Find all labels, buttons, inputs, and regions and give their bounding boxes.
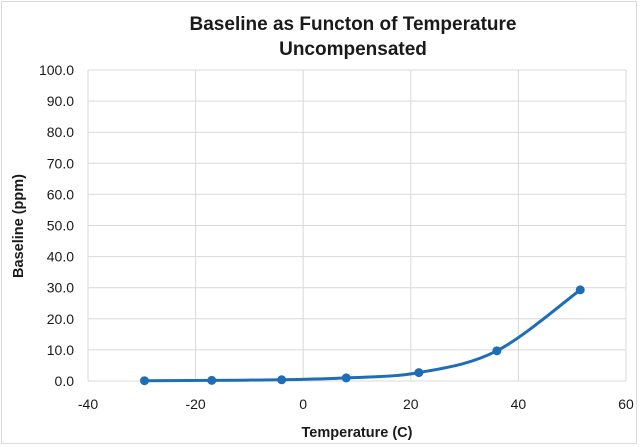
x-tick-label: -20	[185, 396, 205, 412]
x-tick-labels: -40 -20 0 20 40 60	[78, 396, 634, 412]
y-tick-label: 100.0	[39, 62, 74, 78]
data-point	[492, 346, 502, 356]
x-tick-label: 60	[618, 396, 634, 412]
data-point	[207, 375, 217, 385]
data-point	[277, 375, 287, 385]
y-axis-label: Baseline (ppm)	[11, 174, 27, 278]
x-tick-label: 40	[511, 396, 527, 412]
y-tick-label: 90.0	[47, 93, 74, 109]
data-point	[139, 376, 149, 386]
y-tick-label: 30.0	[47, 280, 74, 296]
y-tick-label: 50.0	[47, 218, 74, 234]
y-tick-label: 10.0	[47, 342, 74, 358]
y-tick-label: 70.0	[47, 155, 74, 171]
data-point	[341, 373, 351, 383]
chart-title-line-1: Baseline as Functon of Temperature	[190, 14, 517, 35]
data-point	[414, 368, 424, 378]
x-tick-label: -40	[78, 396, 98, 412]
y-tick-label: 20.0	[47, 311, 74, 327]
y-tick-label: 80.0	[47, 124, 74, 140]
x-axis-label: Temperature (C)	[302, 425, 413, 441]
y-tick-labels: 0.0 10.0 20.0 30.0 40.0 50.0 60.0 70.0 80.0 90.0 1…	[39, 62, 74, 389]
x-tick-label: 0	[299, 396, 307, 412]
data-series	[139, 285, 585, 386]
gridlines	[87, 69, 627, 382]
y-tick-label: 60.0	[47, 186, 74, 202]
y-tick-label: 40.0	[47, 249, 74, 265]
y-tick-label: 0.0	[55, 373, 75, 389]
series-line	[142, 288, 582, 383]
data-point	[575, 285, 585, 295]
x-tick-label: 20	[403, 396, 419, 412]
chart-title-line-2: Uncompensated	[279, 39, 427, 60]
